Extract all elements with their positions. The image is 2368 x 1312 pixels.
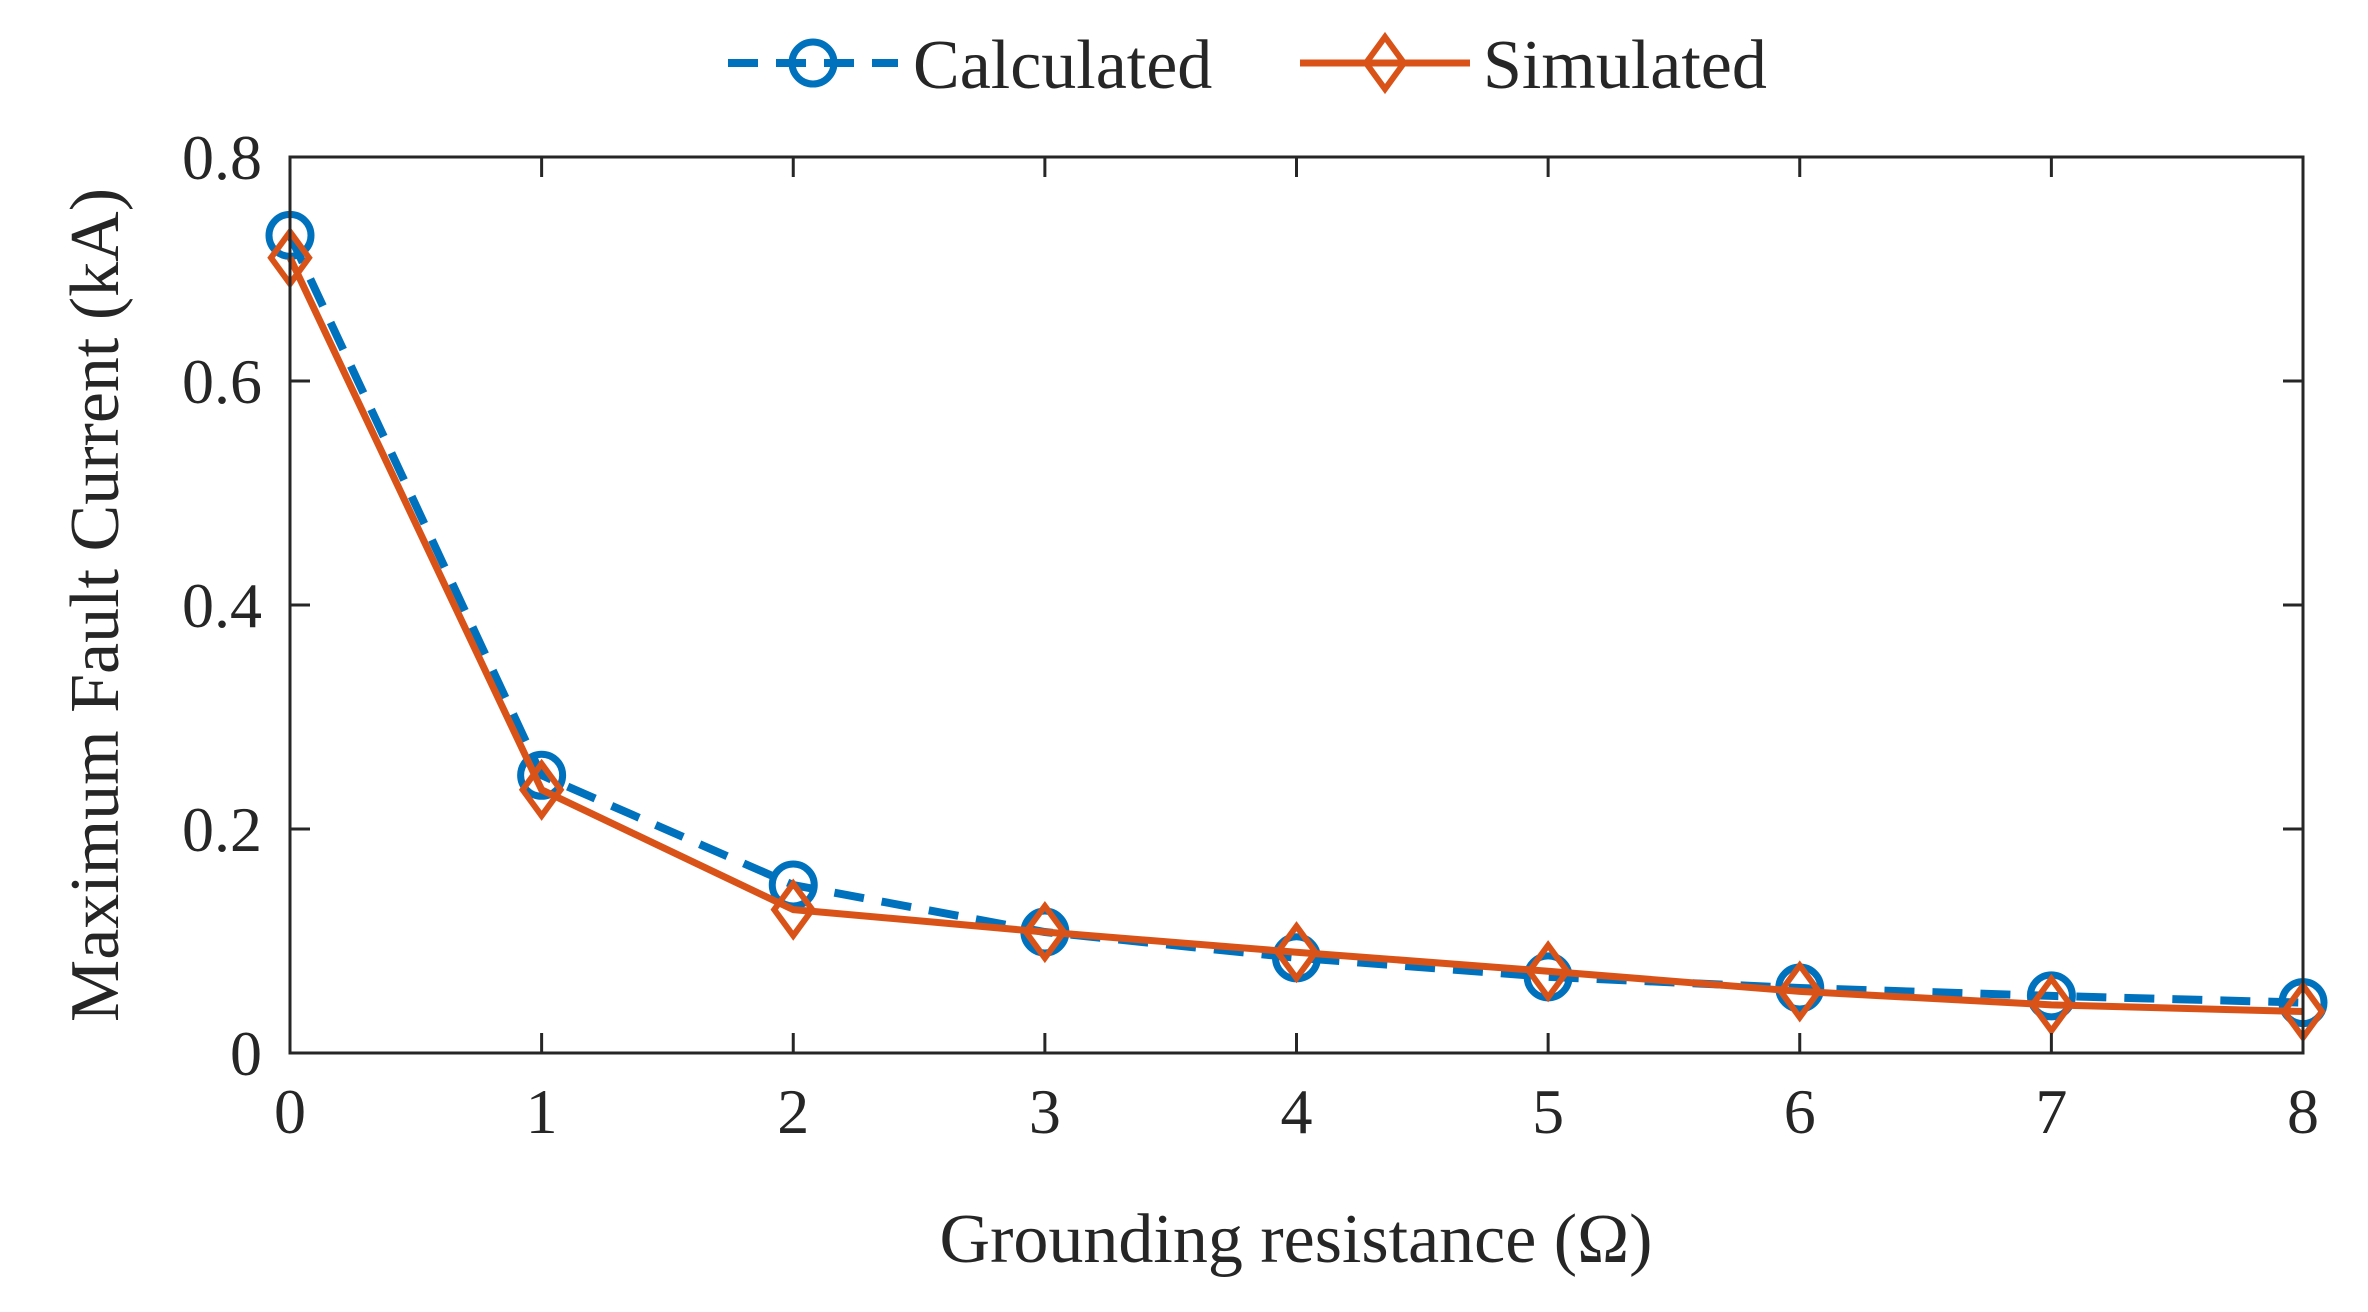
x-tick-label-8: 8: [2287, 1076, 2319, 1147]
x-tick-label-3: 3: [1029, 1076, 1061, 1147]
series-line-simulated: [286, 256, 2304, 1016]
x-axis-label: Grounding resistance (Ω): [940, 1201, 1653, 1278]
x-tick-label-7: 7: [2035, 1076, 2067, 1147]
legend-label-calculated: Calculated: [913, 27, 1212, 104]
tick-labels-layer: 0 1 2 3 4 5 6 7 8 0 0.2 0.4 0.6 0.8: [182, 122, 2319, 1147]
y-tick-label-2: 0.4: [182, 570, 262, 641]
point-simulated-1: [518, 758, 565, 821]
point-simulated-3: [1022, 900, 1068, 964]
point-simulated-4: [1273, 921, 1320, 984]
ticks-layer: [288, 155, 2305, 1055]
legend-entry-simulated: Simulated: [1300, 27, 1767, 104]
x-tick-label-5: 5: [1532, 1076, 1564, 1147]
x-tick-label-4: 4: [1281, 1076, 1313, 1147]
legend: Calculated Simulated: [728, 27, 1767, 104]
x-tick-label-0: 0: [274, 1076, 306, 1147]
plot-area-background: [290, 157, 2303, 1053]
point-simulated-5: [1525, 940, 1571, 1003]
point-calculated-1: [517, 750, 567, 800]
x-tick-label-1: 1: [526, 1076, 558, 1147]
x-tick-label-2: 2: [777, 1076, 809, 1147]
legend-marker-simulated: [1362, 31, 1408, 95]
point-simulated-2: [770, 878, 816, 941]
point-simulated-6: [1777, 960, 1823, 1023]
y-tick-label-3: 0.6: [182, 346, 262, 417]
series-line-calculated: [286, 233, 2304, 1007]
legend-entry-calculated: Calculated: [728, 27, 1212, 104]
y-tick-label-1: 0.2: [182, 794, 262, 865]
y-axis-label: Maximum Fault Current (kA): [57, 188, 134, 1022]
y-tick-label-0: 0: [230, 1018, 262, 1089]
y-tick-label-4: 0.8: [182, 122, 262, 193]
x-tick-label-6: 6: [1784, 1076, 1816, 1147]
point-simulated-7: [2028, 973, 2075, 1036]
legend-marker-calculated: [788, 38, 838, 88]
legend-label-simulated: Simulated: [1483, 27, 1767, 104]
